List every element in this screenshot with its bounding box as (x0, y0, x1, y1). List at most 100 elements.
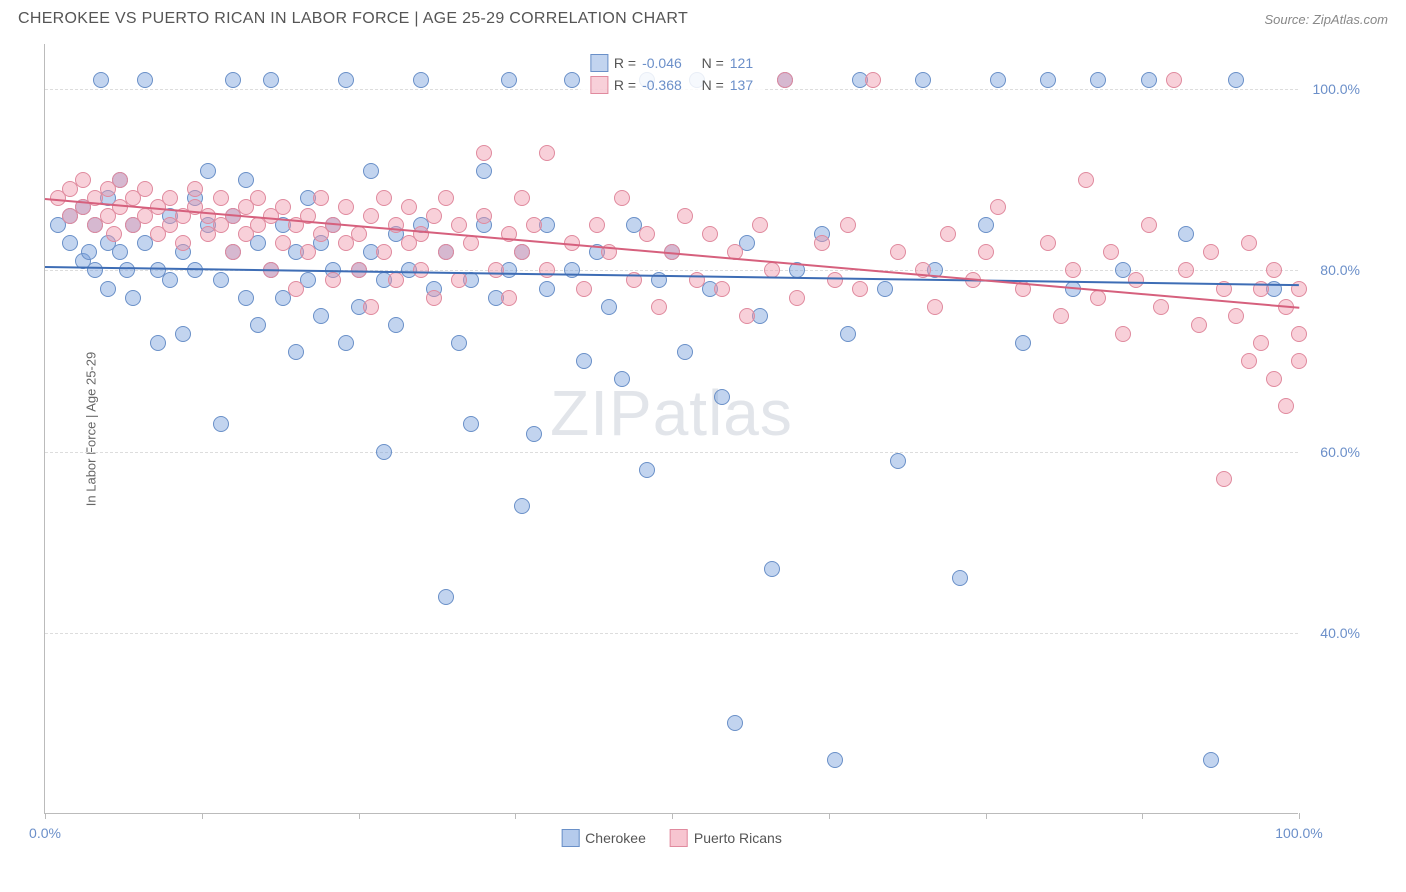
scatter-point (451, 335, 467, 351)
scatter-point (112, 244, 128, 260)
scatter-point (1203, 244, 1219, 260)
scatter-point (539, 145, 555, 161)
legend-swatch (590, 54, 608, 72)
scatter-point (777, 72, 793, 88)
legend-swatch (670, 829, 688, 847)
scatter-point (338, 72, 354, 88)
scatter-point (488, 262, 504, 278)
legend-swatch (561, 829, 579, 847)
scatter-point (840, 326, 856, 342)
scatter-point (313, 190, 329, 206)
scatter-point (363, 163, 379, 179)
scatter-point (614, 371, 630, 387)
scatter-point (263, 72, 279, 88)
scatter-point (1178, 262, 1194, 278)
scatter-point (539, 281, 555, 297)
scatter-point (1278, 398, 1294, 414)
scatter-point (714, 389, 730, 405)
scatter-point (1241, 235, 1257, 251)
scatter-point (288, 281, 304, 297)
scatter-point (363, 208, 379, 224)
trend-line (45, 266, 1299, 286)
scatter-point (1203, 752, 1219, 768)
scatter-point (137, 72, 153, 88)
scatter-point (1216, 471, 1232, 487)
scatter-point (1178, 226, 1194, 242)
y-tick-label: 60.0% (1320, 444, 1360, 460)
scatter-point (438, 589, 454, 605)
scatter-point (225, 72, 241, 88)
scatter-point (1090, 72, 1106, 88)
scatter-point (162, 272, 178, 288)
scatter-point (100, 281, 116, 297)
scatter-point (175, 235, 191, 251)
scatter-point (388, 317, 404, 333)
scatter-point (1241, 353, 1257, 369)
scatter-point (564, 72, 580, 88)
scatter-point (651, 299, 667, 315)
scatter-point (438, 244, 454, 260)
scatter-point (225, 244, 241, 260)
legend-stats-row: R =-0.046 N =121 (590, 52, 753, 74)
scatter-point (376, 444, 392, 460)
scatter-point (351, 226, 367, 242)
chart-header: CHEROKEE VS PUERTO RICAN IN LABOR FORCE … (0, 0, 1406, 36)
legend-swatch (590, 76, 608, 94)
legend-r-label: R = (614, 77, 636, 93)
scatter-point (463, 416, 479, 432)
legend-series-item: Cherokee (561, 829, 646, 847)
legend-stats-row: R =-0.368 N =137 (590, 74, 753, 96)
scatter-point (890, 453, 906, 469)
scatter-point (62, 235, 78, 251)
scatter-point (978, 217, 994, 233)
scatter-point (250, 317, 266, 333)
scatter-point (112, 172, 128, 188)
legend-series: Cherokee Puerto Ricans (561, 829, 782, 847)
scatter-point (125, 290, 141, 306)
legend-series-item: Puerto Ricans (670, 829, 782, 847)
scatter-point (313, 308, 329, 324)
scatter-point (325, 272, 341, 288)
scatter-point (300, 244, 316, 260)
chart-container: In Labor Force | Age 25-29 ZIPatlas 40.0… (44, 44, 1364, 814)
scatter-point (789, 290, 805, 306)
scatter-point (1065, 262, 1081, 278)
scatter-point (1040, 72, 1056, 88)
scatter-point (426, 290, 442, 306)
x-tick (202, 813, 203, 819)
scatter-point (200, 163, 216, 179)
x-tick (359, 813, 360, 819)
scatter-point (187, 181, 203, 197)
scatter-point (639, 462, 655, 478)
legend-n-value: 121 (730, 55, 753, 71)
scatter-point (840, 217, 856, 233)
scatter-point (639, 226, 655, 242)
scatter-point (1291, 353, 1307, 369)
scatter-point (338, 199, 354, 215)
scatter-point (865, 72, 881, 88)
scatter-point (1228, 308, 1244, 324)
scatter-point (150, 335, 166, 351)
plot-area: ZIPatlas 40.0%60.0%80.0%100.0%0.0%100.0%… (44, 44, 1298, 814)
watermark: ZIPatlas (550, 376, 793, 450)
legend-r-label: R = (614, 55, 636, 71)
x-tick (1299, 813, 1300, 819)
scatter-point (689, 272, 705, 288)
x-tick-label: 100.0% (1275, 825, 1322, 841)
y-tick-label: 40.0% (1320, 625, 1360, 641)
scatter-point (514, 244, 530, 260)
scatter-point (1266, 262, 1282, 278)
scatter-point (1166, 72, 1182, 88)
legend-r-value: -0.368 (642, 77, 682, 93)
scatter-point (1253, 335, 1269, 351)
scatter-point (1115, 326, 1131, 342)
scatter-point (526, 217, 542, 233)
scatter-point (476, 208, 492, 224)
y-tick-label: 80.0% (1320, 262, 1360, 278)
chart-title: CHEROKEE VS PUERTO RICAN IN LABOR FORCE … (18, 10, 688, 28)
scatter-point (1141, 72, 1157, 88)
scatter-point (927, 299, 943, 315)
source-attribution: Source: ZipAtlas.com (1264, 12, 1388, 27)
scatter-point (106, 226, 122, 242)
scatter-point (463, 235, 479, 251)
